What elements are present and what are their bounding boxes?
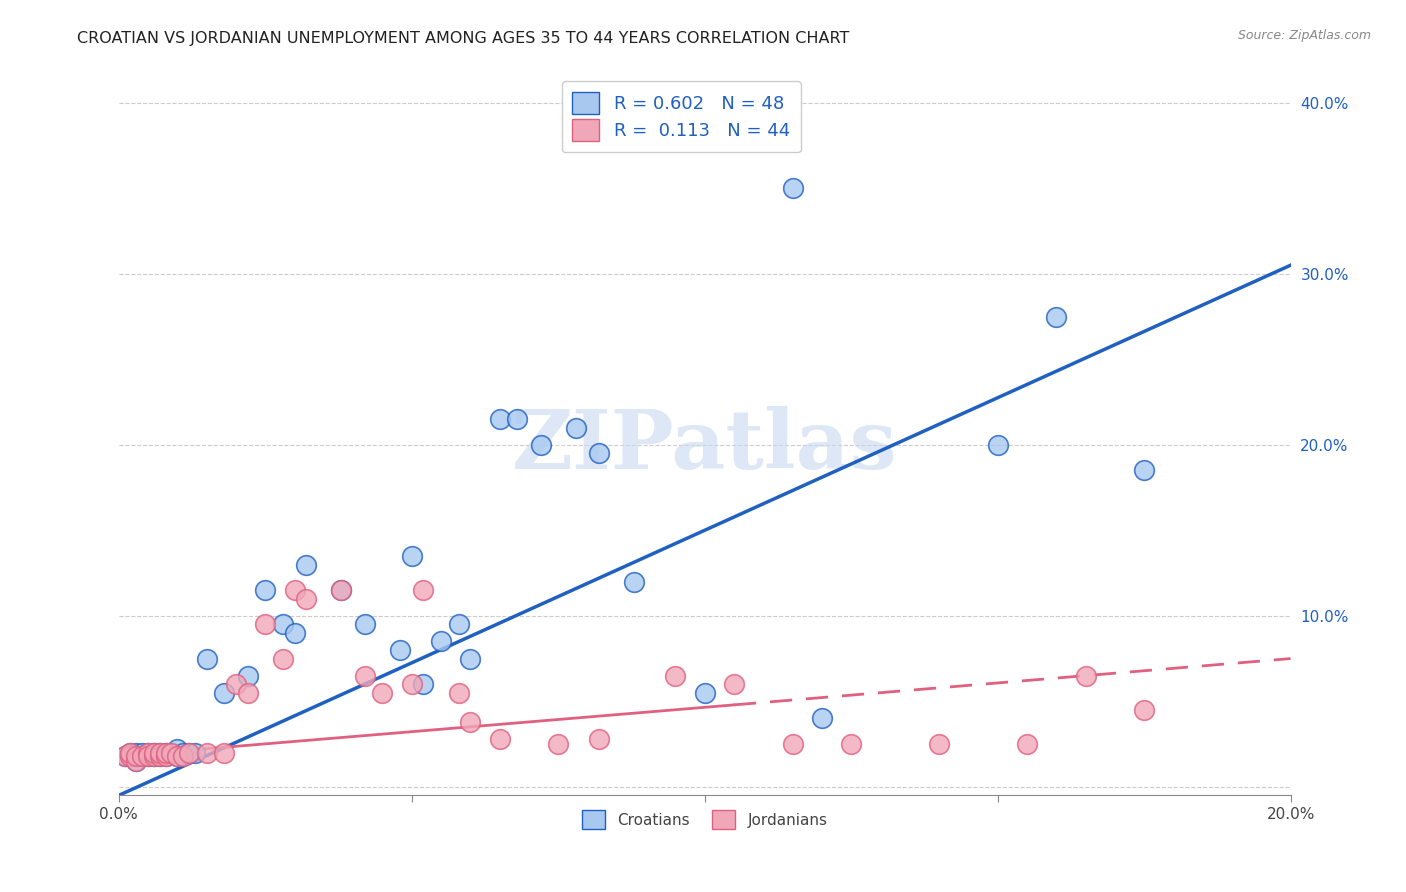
Point xyxy=(401,677,423,691)
Point xyxy=(623,574,645,589)
Point xyxy=(412,583,434,598)
Point xyxy=(172,746,194,760)
Point xyxy=(987,438,1010,452)
Point xyxy=(330,583,353,598)
Point xyxy=(195,651,218,665)
Point xyxy=(547,737,569,751)
Text: CROATIAN VS JORDANIAN UNEMPLOYMENT AMONG AGES 35 TO 44 YEARS CORRELATION CHART: CROATIAN VS JORDANIAN UNEMPLOYMENT AMONG… xyxy=(77,31,849,46)
Point xyxy=(839,737,862,751)
Point xyxy=(254,583,277,598)
Point xyxy=(125,749,148,764)
Point xyxy=(565,420,588,434)
Point xyxy=(155,749,177,764)
Point xyxy=(458,714,481,729)
Point xyxy=(125,754,148,768)
Point xyxy=(149,746,172,760)
Point xyxy=(136,749,159,764)
Point xyxy=(295,558,318,572)
Point xyxy=(782,181,804,195)
Point xyxy=(114,749,136,764)
Point xyxy=(506,412,529,426)
Point xyxy=(1045,310,1067,324)
Point xyxy=(195,746,218,760)
Point xyxy=(664,668,686,682)
Point xyxy=(136,749,159,764)
Point xyxy=(149,749,172,764)
Point xyxy=(588,731,610,746)
Point xyxy=(283,626,305,640)
Point xyxy=(166,742,188,756)
Point xyxy=(184,746,207,760)
Point xyxy=(1074,668,1097,682)
Point xyxy=(295,591,318,606)
Point xyxy=(142,746,165,760)
Point xyxy=(782,737,804,751)
Point xyxy=(136,746,159,760)
Point xyxy=(488,731,510,746)
Point xyxy=(330,583,353,598)
Point xyxy=(114,749,136,764)
Point xyxy=(125,754,148,768)
Point xyxy=(388,643,411,657)
Point xyxy=(693,686,716,700)
Point xyxy=(166,749,188,764)
Point xyxy=(172,749,194,764)
Point xyxy=(1133,463,1156,477)
Point xyxy=(458,651,481,665)
Point xyxy=(142,749,165,764)
Point xyxy=(412,677,434,691)
Point xyxy=(928,737,950,751)
Point xyxy=(401,549,423,563)
Point xyxy=(131,749,153,764)
Point xyxy=(283,583,305,598)
Point xyxy=(136,746,159,760)
Point xyxy=(212,746,235,760)
Text: ZIPatlas: ZIPatlas xyxy=(512,407,897,486)
Point xyxy=(447,686,470,700)
Point xyxy=(588,446,610,460)
Point xyxy=(529,438,551,452)
Legend: Croatians, Jordanians: Croatians, Jordanians xyxy=(575,805,834,835)
Point xyxy=(120,749,142,764)
Point xyxy=(212,686,235,700)
Point xyxy=(131,749,153,764)
Point xyxy=(1133,703,1156,717)
Point xyxy=(160,746,183,760)
Point xyxy=(177,746,200,760)
Point xyxy=(155,746,177,760)
Point xyxy=(120,749,142,764)
Point xyxy=(225,677,247,691)
Point xyxy=(447,617,470,632)
Point xyxy=(155,749,177,764)
Point xyxy=(811,711,834,725)
Point xyxy=(236,668,259,682)
Point xyxy=(271,651,294,665)
Point xyxy=(177,746,200,760)
Point xyxy=(353,668,375,682)
Point xyxy=(142,746,165,760)
Point xyxy=(155,746,177,760)
Point xyxy=(236,686,259,700)
Point xyxy=(254,617,277,632)
Point xyxy=(142,749,165,764)
Point xyxy=(271,617,294,632)
Text: Source: ZipAtlas.com: Source: ZipAtlas.com xyxy=(1237,29,1371,42)
Point xyxy=(120,746,142,760)
Point xyxy=(149,749,172,764)
Point xyxy=(353,617,375,632)
Point xyxy=(1015,737,1038,751)
Point xyxy=(160,746,183,760)
Point xyxy=(430,634,453,648)
Point xyxy=(125,746,148,760)
Point xyxy=(131,746,153,760)
Point xyxy=(120,746,142,760)
Point xyxy=(723,677,745,691)
Point xyxy=(149,746,172,760)
Point xyxy=(166,749,188,764)
Point xyxy=(488,412,510,426)
Point xyxy=(371,686,394,700)
